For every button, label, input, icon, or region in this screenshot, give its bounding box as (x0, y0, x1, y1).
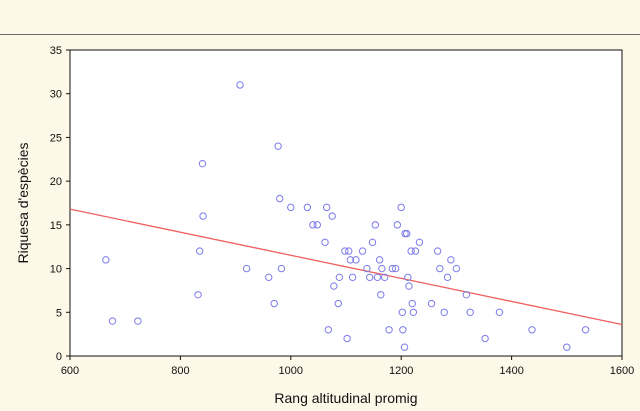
data-point (330, 282, 338, 290)
data-point (481, 334, 489, 343)
data-point (102, 256, 110, 264)
y-tick-label: 25 (50, 132, 62, 144)
x-tick-label: 1000 (279, 365, 303, 377)
y-tick-label: 35 (50, 45, 62, 57)
data-point (393, 221, 402, 229)
data-point (265, 273, 273, 282)
x-tick-label: 1200 (389, 365, 413, 377)
data-point (466, 308, 474, 316)
data-point (366, 273, 374, 282)
y-axis-label: Riquesa d'espècies (15, 143, 31, 264)
data-point (400, 343, 409, 351)
data-point (403, 229, 411, 238)
data-point (324, 326, 333, 334)
data-point (196, 247, 204, 255)
data-point (321, 238, 329, 247)
data-point (462, 291, 471, 299)
data-point (404, 273, 412, 282)
data-point (385, 326, 393, 334)
data-point (377, 291, 385, 299)
data-point (407, 247, 415, 255)
data-point (345, 247, 353, 255)
trendline-layer (69, 208, 623, 326)
x-axis-label: Rang altitudinal promig (274, 390, 417, 406)
data-points (102, 81, 590, 351)
data-point (358, 247, 367, 255)
y-tick-label: 0 (56, 351, 62, 363)
data-point (236, 81, 244, 89)
data-point (322, 203, 331, 212)
y-tick-label: 5 (56, 307, 62, 319)
data-point (270, 299, 278, 308)
y-tick-label: 15 (50, 220, 62, 232)
data-point (581, 326, 590, 334)
data-point (391, 264, 400, 273)
data-point (436, 264, 444, 273)
data-point (411, 247, 420, 255)
data-point (440, 308, 448, 316)
data-point (399, 326, 407, 334)
data-point (375, 256, 384, 264)
data-point (309, 221, 317, 229)
x-tick-label: 800 (171, 365, 189, 377)
x-tick-label: 1600 (610, 365, 634, 377)
data-point (352, 256, 360, 264)
data-point (334, 299, 342, 308)
data-point (368, 238, 377, 247)
y-tick-label: 30 (50, 89, 62, 101)
data-point (415, 238, 424, 247)
data-point (409, 308, 418, 316)
data-point (443, 273, 452, 282)
top-divider (0, 34, 640, 35)
data-point (378, 264, 386, 273)
y-axis: 0 5 10 15 20 25 30 35 (50, 45, 70, 363)
data-point (528, 326, 536, 334)
y-tick-label: 20 (50, 176, 62, 188)
data-point (274, 142, 282, 150)
data-point (380, 273, 389, 282)
x-tick-label: 1400 (499, 365, 523, 377)
x-axis: 600 800 1000 1200 1400 1600 (61, 356, 634, 377)
y-tick-label: 10 (50, 264, 62, 276)
data-point (303, 203, 312, 212)
data-point (335, 273, 344, 282)
data-point (371, 221, 379, 229)
data-point (277, 264, 286, 273)
data-point (447, 256, 455, 264)
data-point (287, 203, 295, 212)
trendline (69, 208, 623, 326)
data-point (328, 212, 336, 220)
data-point (427, 299, 436, 308)
data-point (373, 273, 382, 282)
plot-area (69, 49, 623, 357)
data-point (343, 334, 351, 343)
data-point (397, 203, 405, 212)
x-tick-label: 600 (61, 365, 79, 377)
data-point (198, 159, 207, 168)
data-point (405, 282, 413, 290)
data-point (452, 264, 461, 273)
data-point (313, 221, 321, 229)
data-point (433, 247, 442, 255)
data-point (276, 194, 284, 203)
data-point (563, 343, 571, 351)
data-point (398, 308, 407, 316)
data-point (388, 264, 397, 273)
data-point (199, 212, 207, 220)
data-point (242, 264, 251, 273)
data-point (495, 308, 504, 316)
data-point (348, 273, 357, 282)
data-point (363, 264, 371, 273)
data-point (341, 247, 349, 255)
data-point (408, 299, 416, 308)
data-point (346, 256, 355, 264)
data-point (194, 291, 202, 299)
data-point (134, 317, 142, 325)
data-point (108, 317, 117, 325)
